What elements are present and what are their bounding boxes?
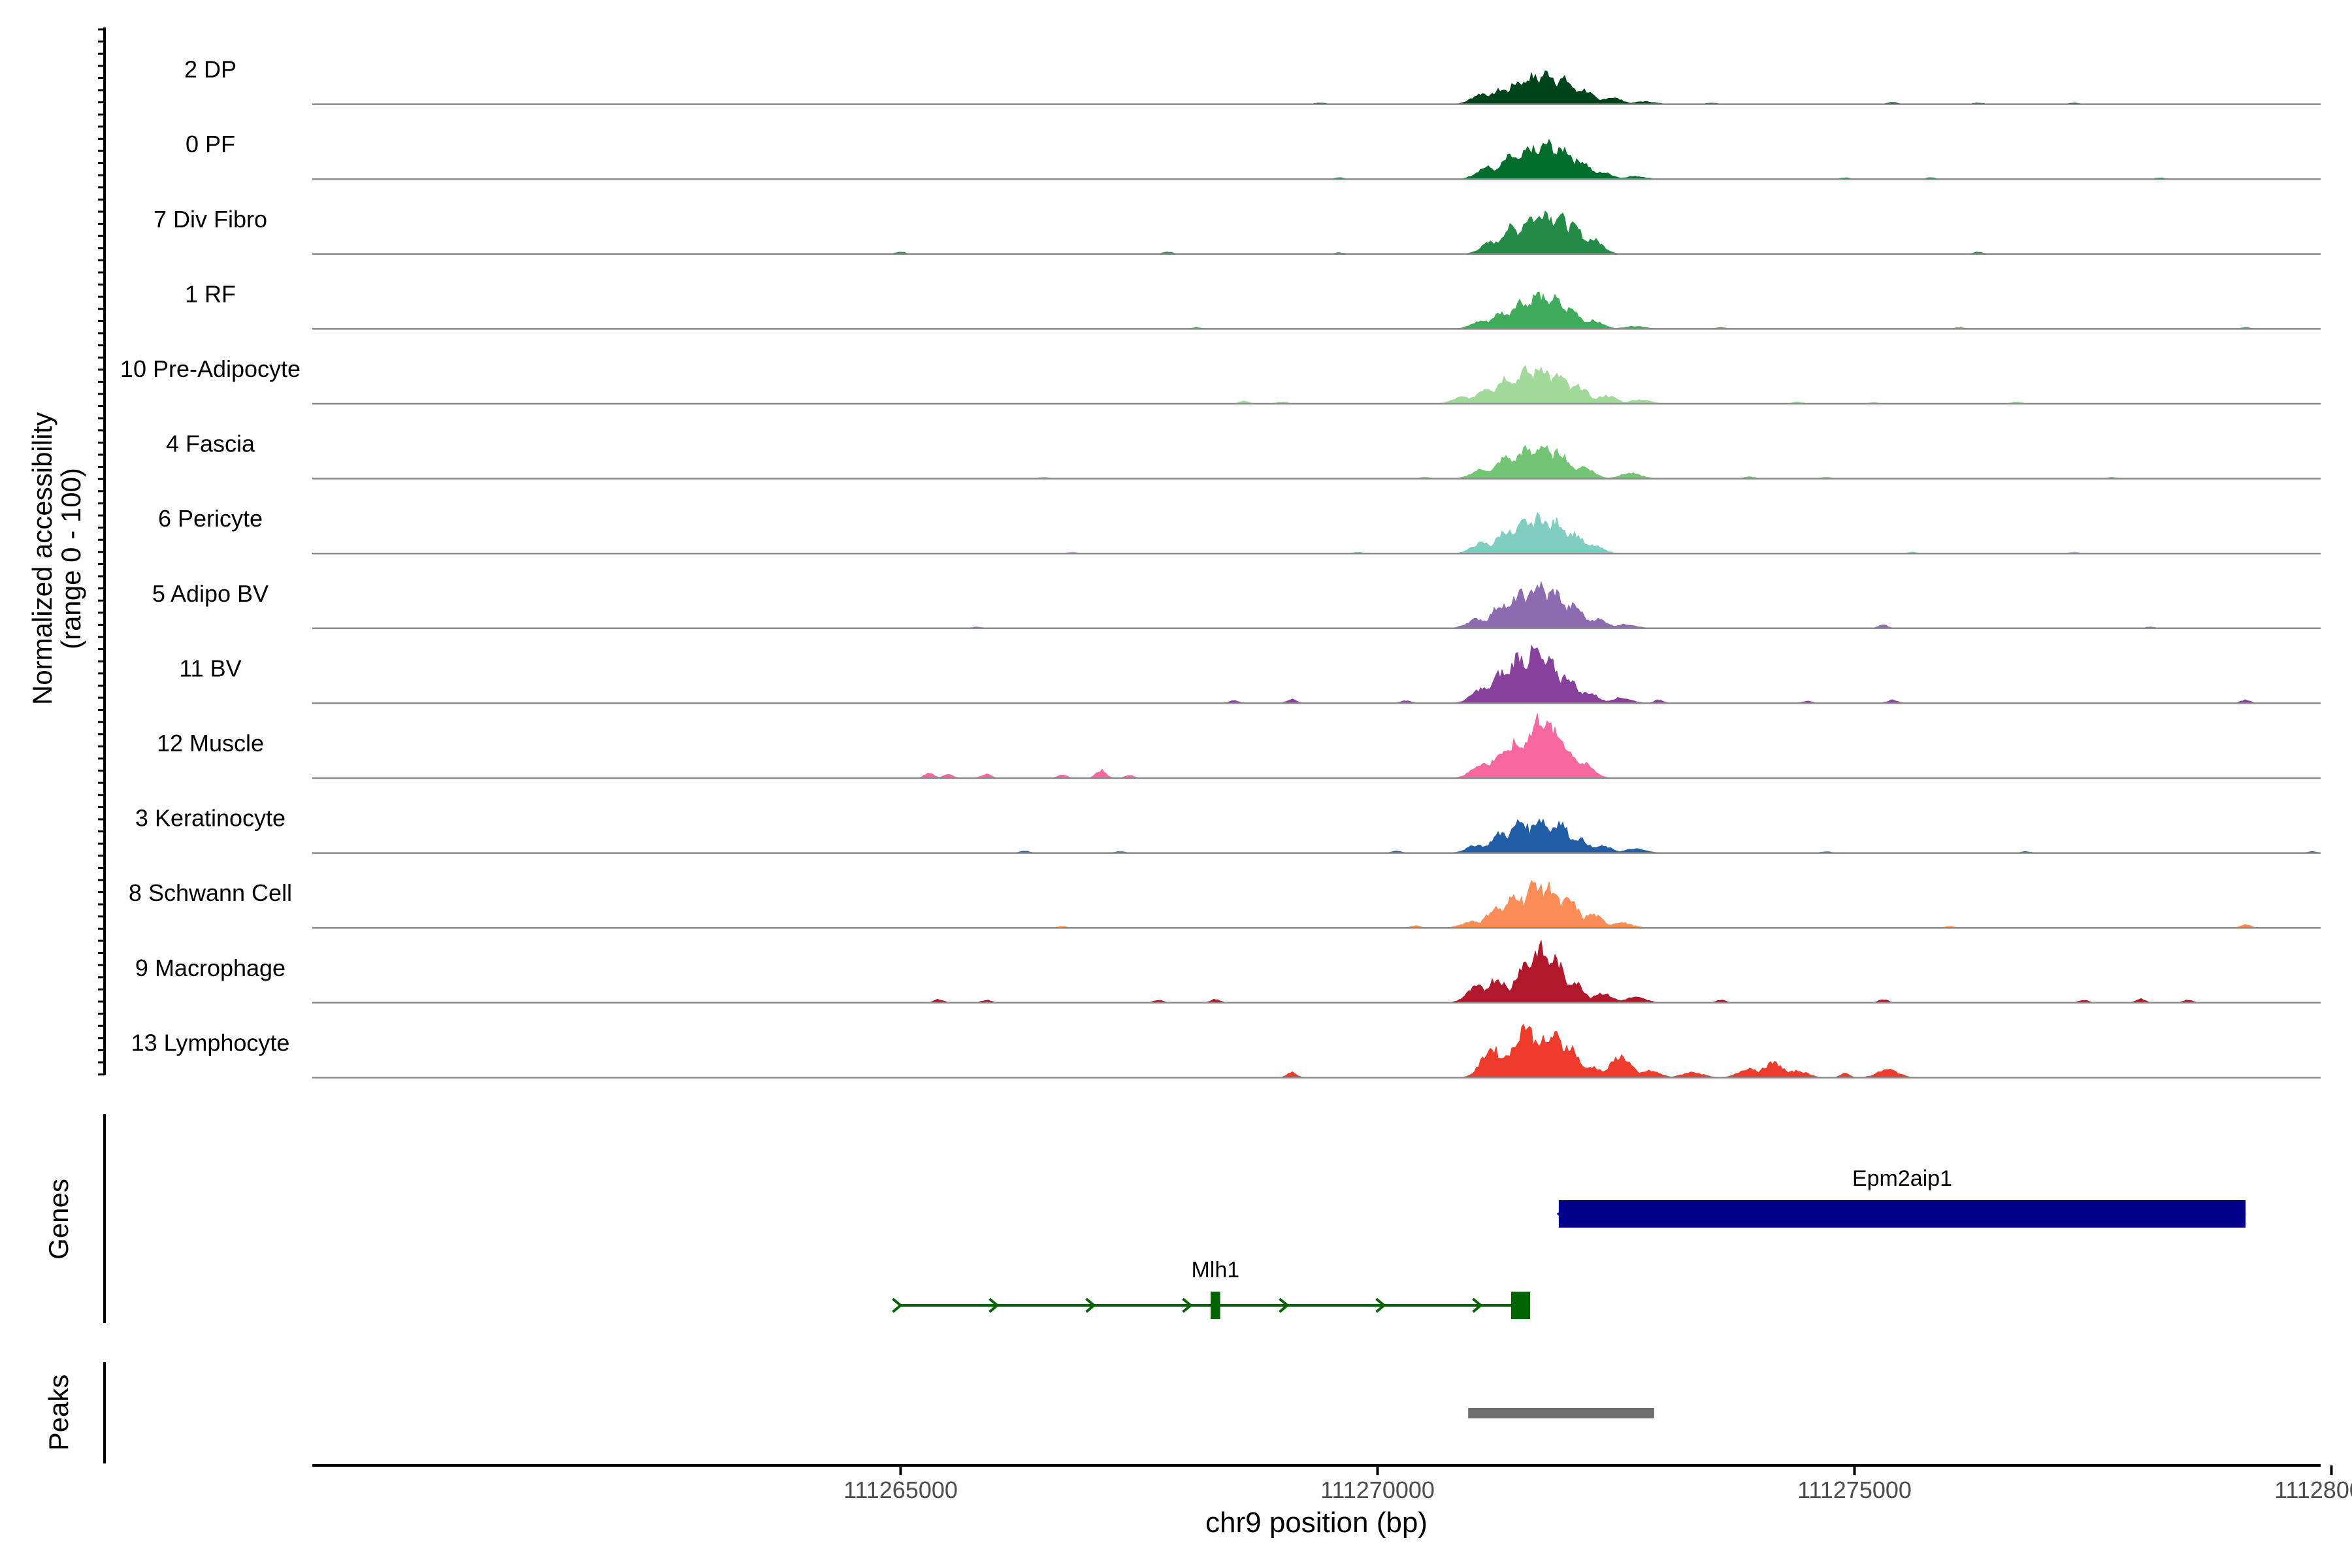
track-label: 1 RF	[185, 280, 236, 307]
x-tick-label: 111265000	[843, 1477, 958, 1503]
y-axis-label: Normalized accessibility	[27, 412, 57, 705]
strand-arrow	[1279, 1298, 1290, 1313]
x-tick-label: 111270000	[1320, 1477, 1435, 1503]
track-2: 0 PF	[186, 131, 2321, 180]
strand-arrow	[1375, 1298, 1386, 1313]
gene-epm2aip1: Epm2aip1	[1556, 1166, 2246, 1228]
track-13: 9 Macrophage	[135, 940, 2321, 1004]
track-label: 10 Pre-Adipocyte	[120, 355, 301, 382]
coverage-area	[312, 644, 2321, 704]
strand-arrow	[2040, 1206, 2051, 1222]
track-9: 11 BV	[179, 644, 2321, 704]
track-11: 3 Keratinocyte	[135, 805, 2321, 854]
gene-mlh1: Mlh1	[892, 1258, 1531, 1319]
strand-arrow	[2136, 1206, 2148, 1222]
coverage-area	[312, 713, 2321, 779]
coverage-area	[312, 291, 2321, 329]
strand-arrow	[1556, 1206, 1568, 1222]
coverage-area	[312, 581, 2321, 629]
track-label: 12 Muscle	[157, 730, 264, 757]
track-14: 13 Lymphocyte	[131, 1023, 2321, 1079]
strand-arrow	[892, 1298, 903, 1313]
track-label: 9 Macrophage	[135, 955, 286, 981]
coverage-area	[312, 818, 2321, 854]
coverage-area	[312, 365, 2321, 404]
x-axis: 1112650001112700001112750001112800001112…	[843, 1465, 2352, 1503]
coverage-area	[312, 139, 2321, 180]
coverage-tracks: 2 DP 0 PF 7 Div Fibro 1 RF 10 Pre-Adipocyte 4…	[120, 56, 2321, 1079]
y-axis-sublabel: (range 0 - 100)	[56, 468, 86, 649]
coverage-area	[312, 1023, 2321, 1078]
gene-label: Epm2aip1	[1852, 1166, 1952, 1191]
strand-arrow	[1846, 1206, 1858, 1222]
strand-arrow	[1182, 1298, 1193, 1313]
track-label: 6 Pericyte	[158, 505, 263, 532]
gene-exon	[1511, 1292, 1531, 1319]
track-label: 7 Div Fibro	[154, 206, 267, 233]
track-label: 5 Adipo BV	[152, 580, 269, 607]
track-7: 6 Pericyte	[158, 505, 2321, 555]
coverage-area	[312, 879, 2321, 928]
track-5: 10 Pre-Adipocyte	[120, 355, 2321, 405]
track-12: 8 Schwann Cell	[129, 879, 2321, 929]
track-3: 7 Div Fibro	[154, 206, 2321, 255]
track-label: 2 DP	[184, 56, 237, 83]
strand-arrow	[988, 1298, 1000, 1313]
peak-region	[1468, 1408, 1654, 1418]
gene-label: Mlh1	[1191, 1258, 1239, 1282]
track-label: 13 Lymphocyte	[131, 1029, 290, 1056]
x-tick-label: 111275000	[1797, 1477, 1912, 1503]
strand-arrow	[1750, 1206, 1761, 1222]
strand-arrow	[2233, 1206, 2245, 1222]
track-4: 1 RF	[185, 280, 2321, 330]
strand-arrow	[1653, 1206, 1665, 1222]
strand-arrow	[1472, 1298, 1483, 1313]
genes-track-label: Genes	[43, 1179, 74, 1260]
strand-arrow	[1943, 1206, 1955, 1222]
gene-track: Epm2aip1 Mlh1	[892, 1166, 2246, 1319]
gene-exon	[1211, 1292, 1220, 1319]
peaks-track-label: Peaks	[43, 1375, 74, 1451]
strand-arrow	[1085, 1298, 1096, 1313]
track-10: 12 Muscle	[157, 713, 2321, 779]
track-1: 2 DP	[184, 56, 2321, 105]
track-label: 4 Fascia	[166, 431, 255, 457]
coverage-area	[312, 940, 2321, 1004]
track-8: 5 Adipo BV	[152, 580, 2321, 630]
track-label: 0 PF	[186, 131, 235, 157]
track-label: 8 Schwann Cell	[129, 879, 292, 906]
y-axis-ticks	[98, 27, 106, 1076]
coverage-area	[312, 512, 2321, 554]
track-label: 11 BV	[179, 655, 241, 681]
x-tick-label: 111280000	[2274, 1477, 2352, 1503]
peak-track	[1468, 1408, 1654, 1418]
x-axis-label: chr9 position (bp)	[1205, 1507, 1428, 1539]
coverage-area	[312, 70, 2321, 105]
track-label: 3 Keratinocyte	[135, 805, 286, 832]
coverage-area	[312, 444, 2321, 480]
gene-exon	[1558, 1200, 2246, 1228]
coverage-area	[312, 210, 2321, 255]
track-6: 4 Fascia	[166, 431, 2321, 480]
